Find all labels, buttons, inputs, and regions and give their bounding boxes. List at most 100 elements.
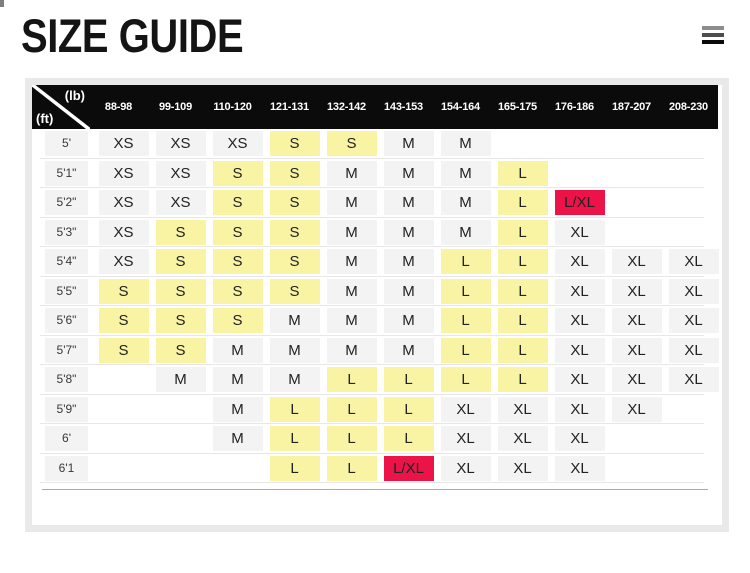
size-cell: S (269, 249, 320, 275)
size-cell: XS (98, 219, 149, 245)
size-cell: L (440, 278, 491, 304)
weight-column-header: 110-120 (213, 101, 252, 113)
height-label: 6'1 (45, 455, 88, 481)
size-cell: S (212, 278, 263, 304)
size-row: 5'2" XS XS S S M M M L L/XL (32, 188, 718, 218)
size-cell: XS (98, 190, 149, 216)
size-cell: XS (212, 131, 263, 157)
empty-cell (669, 397, 719, 422)
height-label: 5'5" (45, 278, 88, 304)
size-cell: L (440, 367, 491, 393)
empty-cell (612, 456, 662, 481)
size-cell: L/XL (383, 455, 434, 481)
size-cell: S (269, 190, 320, 216)
weight-column-header: 99-109 (158, 101, 193, 113)
size-row: 6'1 L L L/XL XL XL XL (32, 454, 718, 484)
size-cell: M (383, 249, 434, 275)
size-cell: XL (440, 396, 491, 422)
menu-bar-bottom (702, 40, 724, 44)
weight-column-headers: 88-98 99-109 110-120 121-131 132-142 143-153 1… (90, 85, 717, 129)
size-cell: L (497, 219, 548, 245)
size-cell: L/XL (554, 190, 605, 216)
size-cell: M (269, 337, 320, 363)
size-row: 5'7" S S M M M M L L XL XL XL (32, 336, 719, 366)
size-cell: S (98, 337, 149, 363)
size-cell: XL (668, 308, 719, 334)
empty-cell (99, 456, 149, 481)
corner-cell: (lb) (ft) (32, 85, 90, 129)
size-cell: XS (155, 190, 206, 216)
empty-cell (669, 426, 719, 451)
size-row: 5'4" XS S S S M M L L XL XL XL (32, 247, 719, 277)
size-cell: XS (98, 160, 149, 186)
size-cell: L (269, 455, 320, 481)
weight-column-header: 88-98 (104, 101, 133, 113)
empty-cell (612, 220, 662, 245)
weight-column-header: 208-230 (669, 101, 708, 113)
size-cell: XL (554, 367, 605, 393)
empty-cell (669, 161, 719, 186)
size-cell: XL (497, 426, 548, 452)
height-label: 5'7" (45, 337, 88, 363)
size-cell: S (98, 308, 149, 334)
size-cell: M (326, 190, 377, 216)
size-cell: L (497, 190, 548, 216)
hamburger-menu-icon[interactable] (702, 26, 724, 44)
size-cell: L (326, 426, 377, 452)
size-guide-card: (lb) (ft) 88-98 99-109 110-120 121-131 132-1… (25, 78, 729, 532)
size-row: 5'1" XS XS S S M M M L (32, 159, 718, 189)
size-cell: M (326, 160, 377, 186)
size-cell: M (383, 131, 434, 157)
size-cell: L (326, 455, 377, 481)
height-label: 5'3" (45, 219, 88, 245)
size-table-body: 5' XS XS XS S S M M 5'1" XS XS S S M M M L 5'2" XS XS S S M M M L… (32, 129, 719, 484)
size-cell: M (326, 278, 377, 304)
size-cell: L (497, 337, 548, 363)
size-cell: XL (668, 337, 719, 363)
empty-cell (156, 426, 206, 451)
weight-column-header: 132-142 (327, 101, 366, 113)
size-cell: XL (440, 455, 491, 481)
size-cell: S (269, 278, 320, 304)
size-cell: L (383, 426, 434, 452)
size-cell: M (212, 396, 263, 422)
size-cell: M (440, 160, 491, 186)
size-cell: XS (98, 249, 149, 275)
size-cell: S (155, 219, 206, 245)
size-cell: XL (611, 337, 662, 363)
menu-bar-top (702, 26, 724, 30)
empty-cell (555, 161, 605, 186)
size-cell: S (155, 308, 206, 334)
size-cell: XL (440, 426, 491, 452)
menu-bar-middle (702, 33, 724, 37)
size-row: 5' XS XS XS S S M M (32, 129, 718, 159)
size-cell: XL (554, 219, 605, 245)
height-label: 5'2" (45, 190, 88, 216)
empty-cell (612, 161, 662, 186)
size-cell: M (440, 131, 491, 157)
size-row: 5'6" S S S M M M L L XL XL XL (32, 306, 719, 336)
size-cell: XL (554, 337, 605, 363)
size-cell: M (212, 367, 263, 393)
height-label: 6' (45, 426, 88, 452)
size-cell: L (497, 278, 548, 304)
size-cell: L (326, 367, 377, 393)
empty-cell (669, 220, 719, 245)
size-cell: S (212, 308, 263, 334)
size-cell: XL (611, 396, 662, 422)
size-cell: L (383, 367, 434, 393)
size-cell: S (269, 131, 320, 157)
size-cell: L (497, 367, 548, 393)
size-cell: XL (554, 455, 605, 481)
size-row: 6' M L L L XL XL XL (32, 424, 718, 454)
size-cell: L (383, 396, 434, 422)
weight-column-header: 121-131 (270, 101, 309, 113)
weight-column-header: 187-207 (612, 101, 651, 113)
empty-cell (99, 367, 149, 392)
size-cell: XS (98, 131, 149, 157)
size-cell: S (155, 278, 206, 304)
size-cell: XL (611, 367, 662, 393)
table-bottom-rule (42, 489, 708, 490)
table-header-row: (lb) (ft) 88-98 99-109 110-120 121-131 132-1… (32, 85, 718, 129)
size-cell: M (212, 426, 263, 452)
